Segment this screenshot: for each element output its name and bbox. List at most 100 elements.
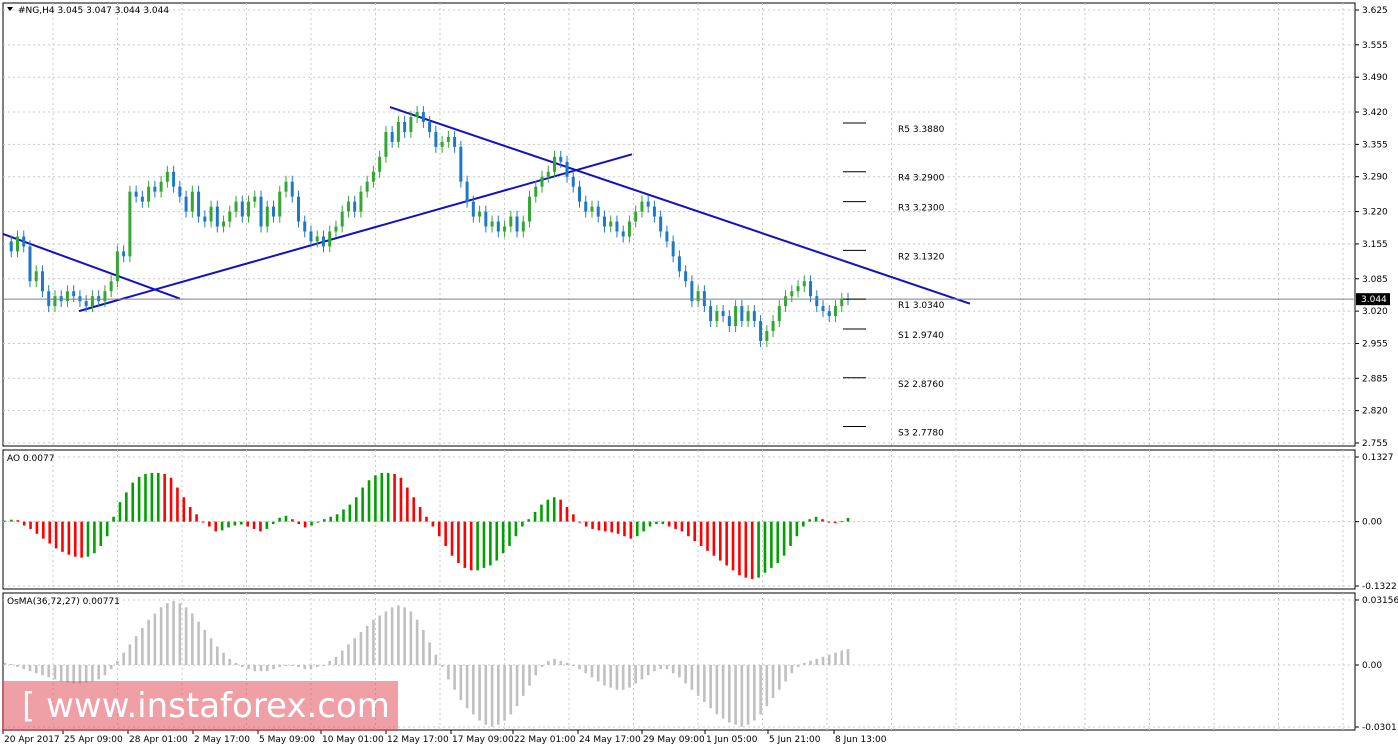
ao-bar — [846, 517, 850, 522]
candle-body — [746, 311, 750, 322]
trend-line — [389, 106, 971, 305]
osma-bar — [66, 664, 69, 683]
ao-bar — [176, 487, 179, 522]
candle-body — [515, 216, 519, 232]
ao-bar — [457, 521, 460, 564]
candle-body — [528, 196, 532, 222]
osma-bar — [640, 664, 644, 680]
candle-body — [197, 191, 201, 217]
candle-body — [209, 206, 213, 222]
ao-bar — [629, 521, 633, 539]
ao-bar — [303, 521, 307, 528]
candle-body — [577, 186, 581, 202]
ao-bar — [655, 521, 658, 525]
osma-bar — [809, 660, 812, 665]
candle-body — [340, 211, 344, 227]
candle-body — [296, 196, 300, 222]
ao-bar — [450, 521, 454, 556]
osma-title: OsMA(36,72,27) 0.00771 — [7, 597, 120, 607]
ao-bar — [278, 517, 281, 522]
candle-body — [809, 281, 813, 297]
ao-bar — [48, 521, 52, 544]
osma-bar — [534, 664, 538, 676]
osma-bar — [609, 664, 613, 688]
candle-body — [615, 221, 619, 232]
panel-frame-1 — [2, 2, 1356, 447]
ao-bar — [361, 487, 364, 522]
candle-body — [634, 211, 638, 222]
osma-bar — [334, 656, 338, 665]
osma-bar — [203, 629, 207, 665]
x-tick-label: 12 May 17:00 — [387, 735, 449, 745]
ao-bar — [725, 521, 728, 566]
candle-body — [115, 251, 119, 282]
pivot-label: R5 3.3880 — [898, 125, 945, 135]
pivot-label: S2 2.8760 — [898, 380, 944, 390]
ao-bar — [591, 521, 594, 529]
osma-bar — [740, 664, 744, 727]
osma-bar — [16, 664, 19, 668]
osma-bar — [340, 650, 344, 665]
ao-bar — [246, 521, 249, 527]
candle-body — [752, 311, 756, 322]
ao-bar — [99, 521, 103, 546]
candle-body — [696, 291, 700, 302]
osma-bar — [646, 664, 650, 676]
ao-bar — [316, 521, 320, 523]
candle-body — [415, 112, 419, 118]
osma-bar — [796, 664, 800, 668]
candle-body — [334, 226, 338, 232]
ao-bar — [201, 521, 205, 523]
osma-bar — [671, 664, 675, 674]
ao-bar — [750, 521, 754, 580]
ao-bar — [73, 521, 77, 557]
ao-bar — [86, 521, 90, 557]
ao-y-tick-label: -0.1322 — [1362, 582, 1397, 592]
ao-bar — [131, 482, 135, 522]
ao-bar — [374, 475, 377, 522]
candle-body — [784, 296, 788, 307]
ao-bar — [501, 521, 505, 554]
candle-body — [228, 211, 232, 222]
candle-body — [496, 221, 500, 232]
ao-bar — [425, 516, 428, 522]
candle-body — [72, 291, 76, 297]
osma-bar — [384, 611, 388, 665]
ao-bar — [29, 521, 32, 529]
osma-bar — [53, 664, 57, 680]
osma-bar — [259, 664, 263, 672]
x-tick-label: 25 Apr 09:00 — [64, 735, 123, 745]
candle-body — [827, 311, 831, 317]
osma-bar — [3, 662, 7, 665]
ao-bar — [220, 521, 224, 531]
osma-bar — [84, 664, 88, 683]
watermark-text: [ www.instaforex.com ] — [22, 686, 414, 726]
ao-bar — [112, 516, 115, 522]
ao-bar — [463, 521, 467, 568]
osma-bar — [521, 664, 525, 696]
osma-bar — [765, 664, 769, 707]
ao-bar — [469, 521, 473, 571]
candle-body — [190, 191, 194, 212]
ao-bar — [814, 516, 818, 522]
osma-bar — [840, 650, 844, 665]
ao-bar — [667, 521, 671, 527]
osma-bar — [559, 660, 563, 665]
osma-bar — [565, 662, 569, 665]
candle-body — [465, 181, 469, 202]
candle-body — [534, 186, 538, 197]
price-y-tick-label: 3.420 — [1362, 108, 1388, 118]
ao-bar — [661, 521, 665, 525]
candle-body — [684, 271, 688, 282]
candle-body — [509, 216, 513, 227]
osma-bar — [97, 664, 100, 680]
candle-body — [815, 296, 819, 307]
watermark-banner[interactable]: [ www.instaforex.com ] — [2, 681, 414, 731]
osma-bar — [621, 664, 625, 690]
osma-bar — [9, 663, 13, 665]
candle-body — [553, 156, 557, 172]
candle-body — [627, 221, 631, 237]
osma-bar — [690, 664, 694, 690]
candle-body — [90, 296, 94, 307]
candle-body — [727, 316, 731, 327]
